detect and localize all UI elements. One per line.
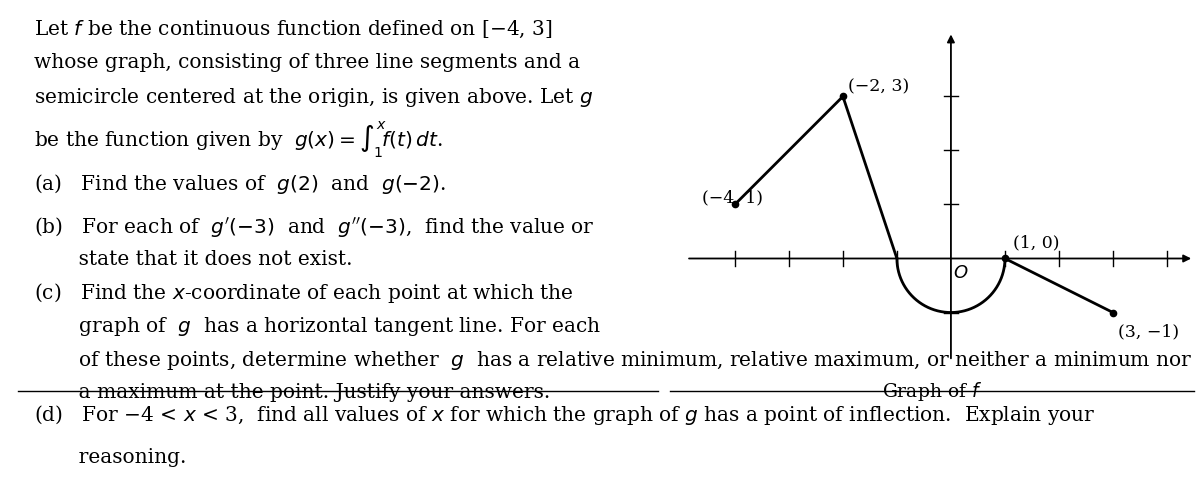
Text: (a)   Find the values of  $g(2)$  and  $g(-2)$.: (a) Find the values of $g(2)$ and $g(-2)… xyxy=(34,172,446,196)
Text: (1, 0): (1, 0) xyxy=(1013,235,1060,252)
Text: Graph of $f$: Graph of $f$ xyxy=(882,380,982,403)
Text: be the function given by  $g(x) = \int_1^x\! f(t)\, dt$.: be the function given by $g(x) = \int_1^… xyxy=(34,120,443,161)
Text: graph of  $g$  has a horizontal tangent line. For each: graph of $g$ has a horizontal tangent li… xyxy=(34,315,601,338)
Text: state that it does not exist.: state that it does not exist. xyxy=(34,250,353,269)
Text: (d)   For −4 < $x$ < 3,  find all values of $x$ for which the graph of $g$ has a: (d) For −4 < $x$ < 3, find all values of… xyxy=(34,403,1096,427)
Text: semicircle centered at the origin, is given above. Let $g$: semicircle centered at the origin, is gi… xyxy=(34,86,593,109)
Text: reasoning.: reasoning. xyxy=(34,448,186,467)
Text: (−4, 1): (−4, 1) xyxy=(702,190,763,207)
Text: (−2, 3): (−2, 3) xyxy=(848,78,910,95)
Text: (3, −1): (3, −1) xyxy=(1118,323,1180,340)
Text: (c)   Find the $x$-coordinate of each point at which the: (c) Find the $x$-coordinate of each poin… xyxy=(34,281,574,305)
Text: whose graph, consisting of three line segments and a: whose graph, consisting of three line se… xyxy=(34,53,580,72)
Text: $O$: $O$ xyxy=(953,263,968,281)
Text: a maximum at the point. Justify your answers.: a maximum at the point. Justify your ans… xyxy=(34,383,551,402)
Text: (b)   For each of  $g'(-3)$  and  $g''(-3)$,  find the value or: (b) For each of $g'(-3)$ and $g''(-3)$, … xyxy=(34,217,595,241)
Text: Let $f$ be the continuous function defined on [−4, 3]: Let $f$ be the continuous function defin… xyxy=(34,19,552,40)
Text: of these points, determine whether  $g$  has a relative minimum, relative maximu: of these points, determine whether $g$ h… xyxy=(34,349,1193,372)
